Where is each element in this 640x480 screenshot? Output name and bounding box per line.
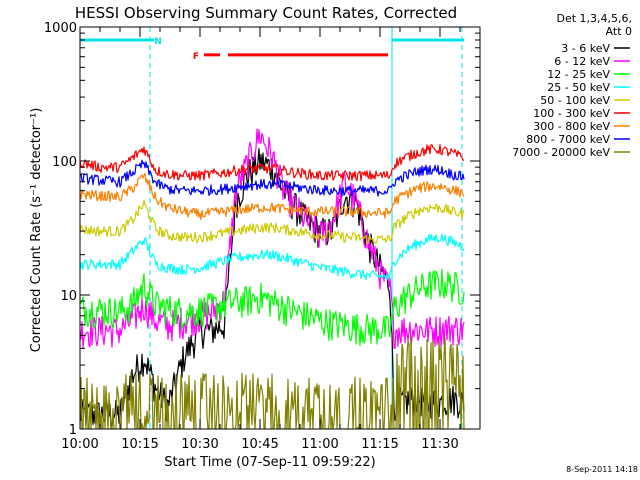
legend-entry-label: 25 - 50 keV — [547, 81, 610, 94]
series-line-7000-20000-kev — [80, 336, 465, 429]
series-line-25-50-kev — [80, 233, 465, 281]
y-tick-label: 100 — [52, 155, 77, 170]
x-axis-label: Start Time (07-Sep-11 09:59:22) — [164, 455, 375, 470]
series-line-6-12-kev — [80, 128, 465, 349]
axes: 1 10 100 1000 10:00 10:15 10:30 10:45 11:00 11:15… — [44, 21, 481, 452]
legend-entry-label: 6 - 12 keV — [554, 55, 610, 68]
legend-entry-label: 7000 - 20000 keV — [512, 146, 610, 159]
series-line-12-25-kev — [80, 268, 465, 347]
x-tick-label: 10:00 — [61, 437, 98, 452]
annotation-f: F — [193, 52, 199, 62]
legend-entry-label: 12 - 25 keV — [547, 68, 610, 81]
legend-entry-label: 800 - 7000 keV — [526, 133, 610, 146]
x-tick-label: 10:30 — [181, 437, 218, 452]
x-tick-label: 10:45 — [241, 437, 278, 452]
chart-title: HESSI Observing Summary Count Rates, Cor… — [75, 4, 457, 22]
x-tick-label: 11:30 — [421, 437, 458, 452]
legend-header-line: Att 0 — [606, 25, 632, 38]
plot-area: NF — [80, 27, 465, 429]
legend-entry-label: 100 - 300 keV — [533, 107, 610, 120]
x-tick-label: 10:15 — [121, 437, 158, 452]
x-tick-label: 11:15 — [361, 437, 398, 452]
series-line-300-800-kev — [80, 172, 465, 221]
y-tick-label: 10 — [60, 289, 77, 304]
legend-header-line: Det 1,3,4,5,6, — [556, 12, 632, 25]
series-line-50-100-kev — [80, 199, 465, 245]
series-line-3-6-kev — [80, 148, 465, 429]
y-tick-label: 1 — [69, 423, 77, 438]
series-line-800-7000-kev — [80, 159, 465, 197]
legend-entry-label: 300 - 800 keV — [533, 120, 610, 133]
series-line-100-300-kev — [80, 144, 465, 182]
annotation-n: N — [154, 37, 162, 47]
legend-entry-label: 3 - 6 keV — [561, 42, 610, 55]
y-tick-label: 1000 — [44, 21, 77, 36]
x-tick-label: 11:00 — [301, 437, 338, 452]
legend-entry-label: 50 - 100 keV — [540, 94, 610, 107]
plot-clip-group — [80, 27, 465, 429]
y-axis-label: Corrected Count Rate (s⁻¹ detector⁻¹) — [29, 108, 44, 353]
plot-timestamp: 8-Sep-2011 14:18 — [566, 465, 638, 474]
